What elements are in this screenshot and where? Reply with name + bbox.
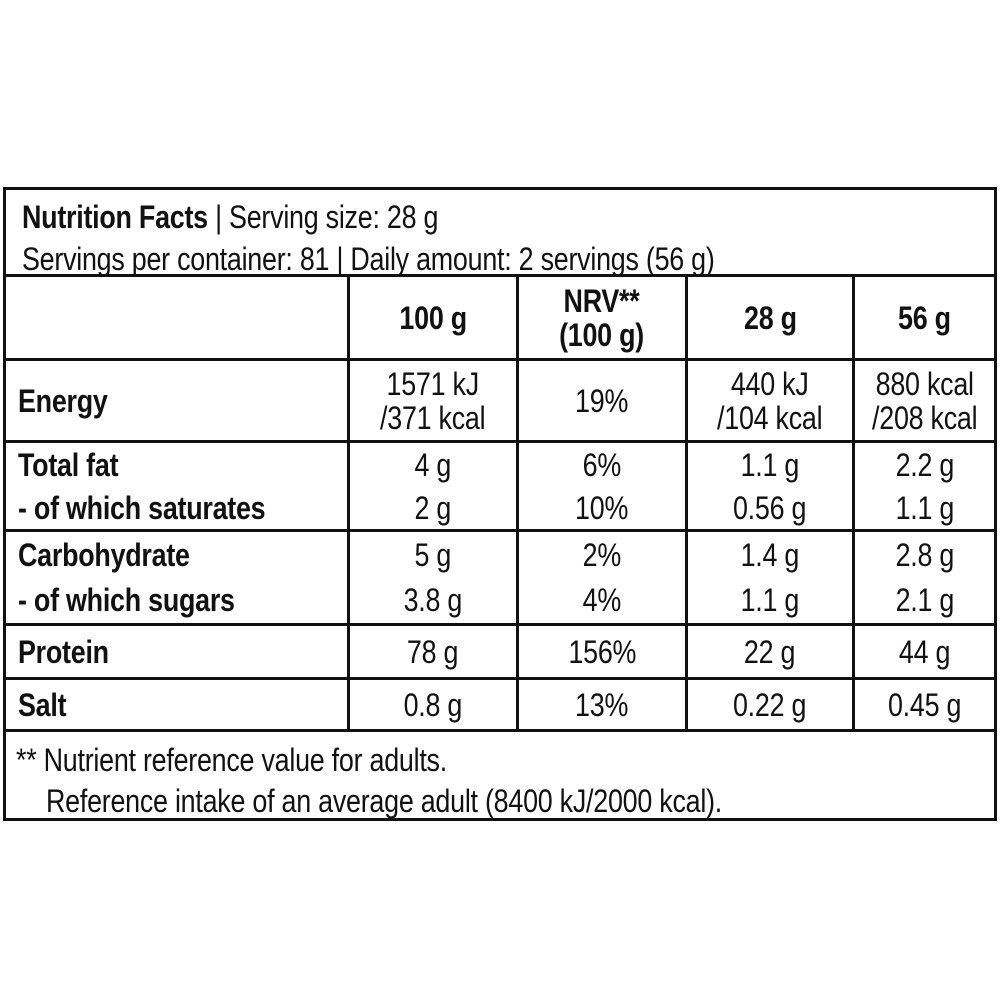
column-header-100g: 100 g	[347, 277, 516, 358]
sugars-value-28g: 1.1 g	[685, 577, 852, 623]
nutrition-facts-table: Nutrition Facts | Serving size: 28 g Ser…	[3, 187, 997, 821]
sugars-label: - of which sugars	[18, 582, 235, 619]
salt-label: Salt	[18, 686, 67, 723]
header-line-2: Servings per container: 81 | Daily amoun…	[22, 242, 994, 284]
energy-label: Energy	[18, 382, 108, 419]
total-fat-value-100g: 4 g	[347, 443, 516, 486]
footnote-line-2: Reference intake of an average adult (84…	[46, 783, 722, 819]
sugars-value-56g: 2.1 g	[852, 577, 994, 623]
energy-value-nrv: 19%	[516, 361, 685, 440]
column-header-blank	[6, 277, 347, 358]
footnote-line-1: ** Nutrient reference value for adults.	[16, 742, 447, 778]
saturates-value-nrv: 10%	[516, 486, 685, 529]
protein-label: Protein	[18, 633, 109, 670]
protein-value-nrv: 156%	[516, 626, 685, 677]
protein-value-100g: 78 g	[347, 626, 516, 677]
total-fat-label: Total fat	[18, 446, 119, 483]
total-fat-value-nrv: 6%	[516, 443, 685, 486]
table-header: Nutrition Facts | Serving size: 28 g Ser…	[6, 190, 994, 277]
total-fat-value-56g: 2.2 g	[852, 443, 994, 486]
column-header-row: 100 g NRV** (100 g) 28 g 56 g	[6, 277, 994, 361]
energy-value-28g: 440 kJ /104 kcal	[685, 361, 852, 440]
saturates-value-100g: 2 g	[347, 486, 516, 529]
salt-value-56g: 0.45 g	[852, 680, 994, 729]
total-fat-value-28g: 1.1 g	[685, 443, 852, 486]
row-group-carbohydrate: Carbohydrate 5 g 2% 1.4 g 2.8 g - of whi…	[6, 532, 994, 626]
saturates-label: - of which saturates	[18, 489, 266, 526]
column-header-28g: 28 g	[685, 277, 852, 358]
serving-size-text: | Serving size: 28 g	[207, 199, 439, 235]
sugars-value-nrv: 4%	[516, 577, 685, 623]
protein-value-56g: 44 g	[852, 626, 994, 677]
row-energy: Energy 1571 kJ /371 kcal 19% 440 kJ /104…	[6, 361, 994, 443]
column-header-56g: 56 g	[852, 277, 994, 358]
carbohydrate-value-nrv: 2%	[516, 532, 685, 578]
column-header-nrv: NRV** (100 g)	[516, 277, 685, 358]
header-line-1: Nutrition Facts | Serving size: 28 g	[22, 200, 994, 242]
row-protein: Protein 78 g 156% 22 g 44 g	[6, 626, 994, 680]
nutrition-facts-title: Nutrition Facts	[22, 199, 208, 235]
energy-value-56g: 880 kcal /208 kcal	[852, 361, 994, 440]
salt-value-100g: 0.8 g	[347, 680, 516, 729]
carbohydrate-value-28g: 1.4 g	[685, 532, 852, 578]
carbohydrate-label: Carbohydrate	[18, 536, 190, 573]
carbohydrate-value-56g: 2.8 g	[852, 532, 994, 578]
saturates-value-56g: 1.1 g	[852, 486, 994, 529]
servings-daily-amount-text: Servings per container: 81 | Daily amoun…	[22, 241, 715, 277]
sugars-value-100g: 3.8 g	[347, 577, 516, 623]
carbohydrate-value-100g: 5 g	[347, 532, 516, 578]
footnote: ** Nutrient reference value for adults. …	[6, 732, 994, 818]
salt-value-nrv: 13%	[516, 680, 685, 729]
protein-value-28g: 22 g	[685, 626, 852, 677]
energy-value-100g: 1571 kJ /371 kcal	[347, 361, 516, 440]
row-group-fat: Total fat 4 g 6% 1.1 g 2.2 g - of which …	[6, 443, 994, 532]
row-salt: Salt 0.8 g 13% 0.22 g 0.45 g	[6, 680, 994, 732]
salt-value-28g: 0.22 g	[685, 680, 852, 729]
saturates-value-28g: 0.56 g	[685, 486, 852, 529]
